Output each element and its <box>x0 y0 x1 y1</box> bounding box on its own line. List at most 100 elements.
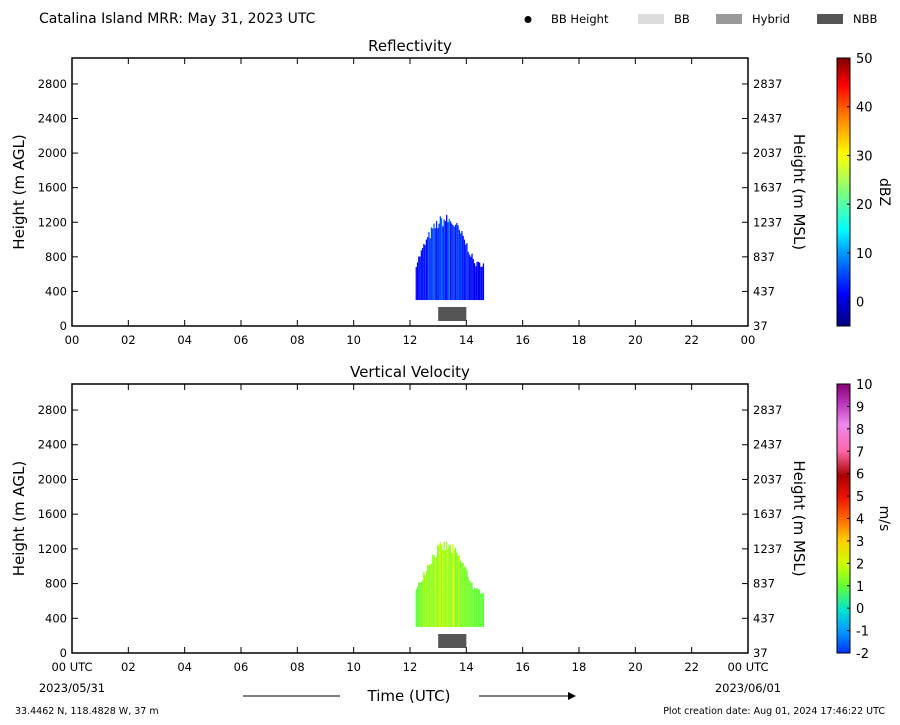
echo-column <box>477 589 480 627</box>
x-tick-label: 12 <box>403 333 418 347</box>
echo-column <box>449 221 452 301</box>
legend-label: BB <box>674 12 690 26</box>
echo-column <box>465 567 467 627</box>
panel-title: Reflectivity <box>368 37 452 55</box>
echo-column <box>477 261 480 301</box>
echo-column <box>481 266 483 301</box>
echo-column <box>433 223 435 301</box>
echo-column <box>466 243 468 301</box>
x-tick-label: 16 <box>515 333 530 347</box>
echo-column <box>433 555 435 627</box>
y-tick-label: 0 <box>60 646 67 660</box>
echo-column <box>451 552 453 627</box>
echo-column <box>428 565 430 627</box>
echo-column <box>470 256 472 301</box>
echo-column <box>425 239 428 301</box>
echo-column <box>432 554 434 627</box>
echo-column <box>448 544 450 627</box>
legend-swatch <box>817 14 843 24</box>
x-tick-label: 10 <box>346 333 361 347</box>
echo-column <box>438 223 440 301</box>
echo-column <box>457 556 459 627</box>
echo-column <box>461 231 463 301</box>
y-tick-label: 1200 <box>38 542 67 556</box>
echo-column <box>480 266 482 301</box>
y-tick-label: 2400 <box>38 438 67 452</box>
y-axis-label-right: Height (m MSL) <box>790 460 808 576</box>
y-axis-label: Height (m AGL) <box>10 134 28 249</box>
echo-column <box>462 235 464 301</box>
y-tick-label: 1200 <box>38 215 67 229</box>
echo-column <box>475 588 477 627</box>
colorbar-tick-label: 20 <box>856 198 873 213</box>
echo-column <box>444 221 447 301</box>
echo-column <box>482 263 485 301</box>
echo-column <box>432 228 434 301</box>
echo-column <box>419 256 421 301</box>
echo-column <box>452 544 454 627</box>
x-tick-label: 00 UTC <box>727 660 768 674</box>
echo-column <box>418 256 420 301</box>
echo-column <box>434 228 436 301</box>
echo-field <box>415 214 485 301</box>
echo-column <box>416 262 419 301</box>
echo-column <box>429 238 431 301</box>
echo-column <box>416 586 419 627</box>
echo-column <box>449 545 452 627</box>
x-tick-label: 20 <box>628 333 643 347</box>
x-tick-label: 00 <box>65 333 80 347</box>
legend-label: BB Height <box>551 12 609 26</box>
echo-column <box>415 589 417 627</box>
y-tick-label: 2800 <box>38 403 67 417</box>
colorbar-tick-label: 4 <box>856 513 864 528</box>
echo-column <box>434 557 436 627</box>
x-tick-label: 04 <box>177 660 192 674</box>
echo-column <box>428 232 430 301</box>
x-tick-label: 04 <box>177 333 192 347</box>
echo-column <box>463 566 466 627</box>
echo-column <box>439 542 441 627</box>
x-tick-label: 00 <box>741 333 756 347</box>
arrow-head-icon <box>568 692 576 700</box>
echo-column <box>430 227 433 301</box>
x-tick-label: 08 <box>290 333 305 347</box>
colorbar-tick-label: 5 <box>856 490 864 505</box>
echo-column <box>427 564 429 627</box>
echo-column <box>415 266 417 301</box>
colorbar-tick-label: 10 <box>856 378 873 393</box>
y-tick-label-right: 1637 <box>753 181 782 195</box>
echo-column <box>419 582 421 627</box>
echo-column <box>471 253 473 301</box>
y-tick-label: 1600 <box>38 507 67 521</box>
echo-column <box>479 589 481 627</box>
colorbar-tick-label: 3 <box>856 535 864 550</box>
y-tick-label: 800 <box>45 577 67 591</box>
echo-column <box>480 593 482 627</box>
start-date-label: 2023/05/31 <box>39 681 105 695</box>
echo-column <box>456 222 458 301</box>
x-tick-label: 00 UTC <box>51 660 92 674</box>
colorbar-tick-label: 50 <box>856 52 873 67</box>
echo-column <box>451 223 453 301</box>
echo-column <box>472 589 474 627</box>
echo-column <box>420 581 422 627</box>
echo-column <box>473 263 476 301</box>
x-tick-label: 06 <box>234 660 249 674</box>
echo-column <box>462 563 464 627</box>
echo-column <box>446 541 448 627</box>
echo-column <box>435 221 438 301</box>
echo-column <box>482 593 485 627</box>
x-tick-label: 16 <box>515 660 530 674</box>
colorbar-tick-label: 8 <box>856 423 864 438</box>
echo-column <box>465 244 467 301</box>
echo-column <box>476 261 478 301</box>
x-tick-label: 12 <box>403 660 418 674</box>
echo-column <box>481 593 483 627</box>
echo-column <box>427 237 429 301</box>
echo-column <box>421 580 424 627</box>
echo-column <box>424 575 426 627</box>
y-tick-label: 800 <box>45 250 67 264</box>
echo-column <box>468 580 471 627</box>
y-tick-label-right: 37 <box>753 646 768 660</box>
